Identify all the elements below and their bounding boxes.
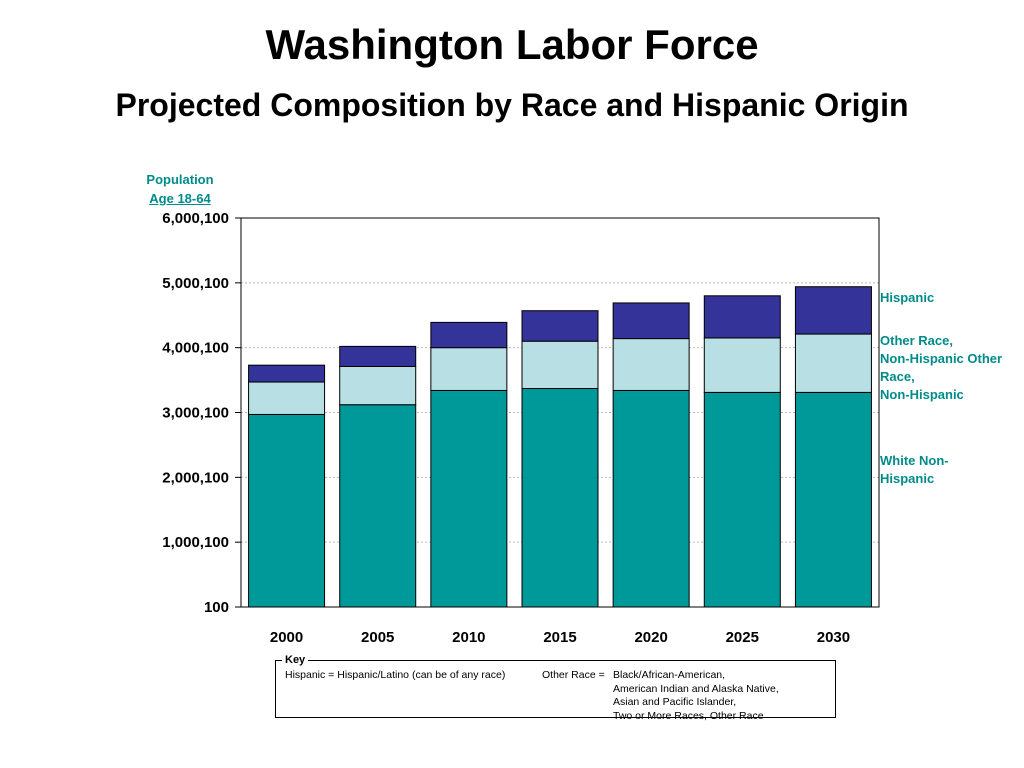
y-tick-label: 3,000,100 [162,405,229,422]
bar-other-race-non-hispanic [248,381,326,415]
key-other-race-line: Asian and Pacific Islander, [613,696,737,708]
x-tick-label: 2025 [726,629,759,646]
legend-label-hispanic: Hispanic [880,290,935,305]
chart-title: Washington Labor Force [265,21,759,68]
key-title: Key [282,653,309,667]
bar-white-non-hispanic [703,391,781,608]
key-other-race-line: Two or More Races, Other Race [613,709,764,722]
bar-white-non-hispanic [521,388,599,608]
bar-other-race-non-hispanic [703,337,781,393]
stacked-bar-chart: 100 1,000,100 2,000,100 3,000,100 4,000,100 5… [162,210,880,646]
x-tick-label: 2005 [361,629,394,646]
y-tick-label: 1,000,100 [162,534,229,551]
chart-subtitle: Projected Composition by Race and Hispan… [115,87,909,123]
bar-hispanic [430,321,508,349]
bar-other-race-non-hispanic [339,365,417,406]
key-other-race-label: Other Race = [542,669,605,681]
bar-white-non-hispanic [794,391,872,608]
bar-other-race-non-hispanic [430,347,508,391]
x-tick-label: 2010 [452,629,485,646]
bar-hispanic [339,345,417,367]
x-tick-label: 2030 [817,629,850,646]
bar-white-non-hispanic [430,389,508,608]
y-axis-label: Population Age 18-64 [120,170,240,208]
y-tick-label: 5,000,100 [162,275,229,292]
y-tick-label: 4,000,100 [162,340,229,357]
key-hispanic-definition: Hispanic = Hispanic/Latino (can be of an… [285,669,506,681]
y-tick-label: 100 [204,599,229,616]
bar-white-non-hispanic [612,389,690,608]
bar-white-non-hispanic [339,404,417,608]
bar-other-race-non-hispanic [612,338,690,391]
bar-hispanic [703,295,781,339]
x-tick-label: 2020 [634,629,667,646]
bar-other-race-non-hispanic [521,340,599,390]
y-axis-label-line-1: Population [146,172,214,187]
key-other-race-definition: Black/African-American, American Indian … [613,669,779,723]
bar-white-non-hispanic [248,413,326,608]
legend-label-white-non-hispanic: White Non- Hispanic [880,453,949,486]
bars [248,286,872,608]
legend-label-other-race: Other Race, Non-Hispanic Other Race, Non… [880,333,1003,402]
axes [235,217,880,608]
y-axis-label-line-2: Age 18-64 [149,191,211,206]
tick-labels: 100 1,000,100 2,000,100 3,000,100 4,000,100 5… [162,210,850,646]
bar-hispanic [248,364,326,383]
bar-hispanic [612,302,690,340]
x-tick-label: 2000 [270,629,303,646]
bar-other-race-non-hispanic [794,333,872,393]
bar-hispanic [521,310,599,342]
bar-hispanic [794,286,872,335]
key-other-race-line: Black/African-American, [613,669,726,681]
y-tick-label: 2,000,100 [162,469,229,486]
plot-area-border [240,217,880,608]
key-box: Key Hispanic = Hispanic/Latino (can be o… [275,653,836,722]
y-tick-label: 6,000,100 [162,210,229,227]
key-other-race-line: American Indian and Alaska Native, [613,682,779,695]
x-tick-label: 2015 [543,629,576,646]
